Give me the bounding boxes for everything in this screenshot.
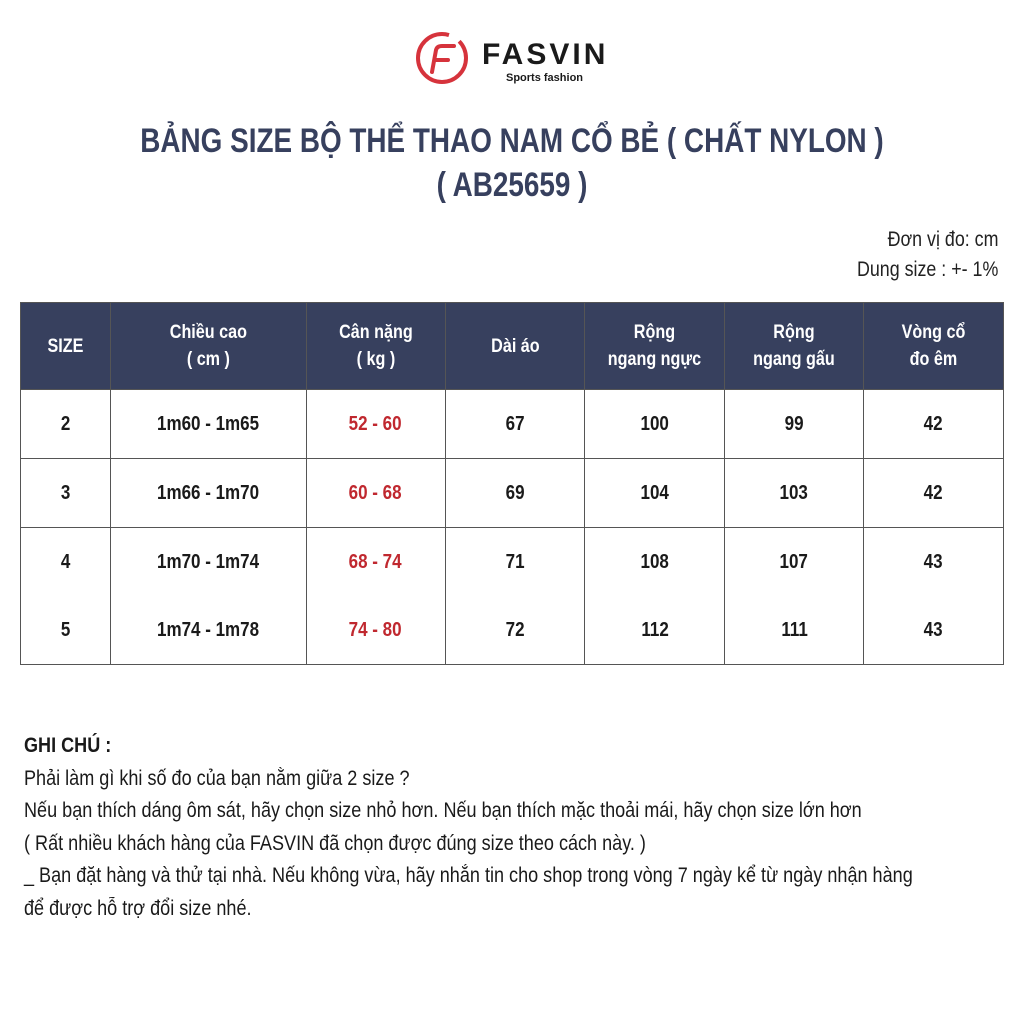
cell-value: 71: [505, 550, 525, 573]
product-code: ( AB25659 ): [436, 166, 588, 204]
cell-value: 1m74 - 1m78: [157, 618, 260, 641]
column-header-text: Cân nặng: [338, 322, 413, 343]
note-line: để được hỗ trợ đổi size nhé.: [24, 896, 252, 920]
note-line: ( Rất nhiều khách hàng của FASVIN đã chọ…: [24, 831, 646, 855]
size-table: SIZE Chiều cao ( cm ) Cân nặng ( kg ) Dài áo R…: [20, 302, 1004, 665]
fasvin-logo-icon: [416, 32, 468, 84]
table-cell: 107: [724, 527, 865, 596]
table-cell: 1m74 - 1m78: [109, 596, 307, 665]
table-cell: 60 - 68: [305, 458, 446, 528]
cell-value: 52 - 60: [349, 412, 403, 435]
table-cell: 111: [724, 596, 865, 665]
cell-value: 2: [60, 412, 71, 435]
notes-section: GHI CHÚ : Phải làm gì khi số đo của bạn …: [24, 730, 1014, 925]
table-cell: 71: [444, 527, 586, 596]
cell-value: 4: [60, 550, 71, 573]
cell-value: 67: [505, 412, 525, 435]
column-header: Vòng cổ đo êm: [863, 302, 1004, 390]
cell-value: 3: [60, 481, 71, 504]
cell-value: 68 - 74: [349, 550, 403, 573]
table-cell: 43: [863, 596, 1004, 665]
table-cell: 1m66 - 1m70: [109, 458, 307, 528]
cell-value: 1m60 - 1m65: [157, 412, 260, 435]
column-header: Dài áo: [444, 302, 586, 390]
tolerance-label: Dung size : +- 1%: [856, 258, 998, 281]
unit-label: Đơn vị đo: cm: [887, 228, 998, 251]
column-header-text: ( kg ): [356, 349, 395, 370]
column-header-text: ngang gấu: [753, 349, 835, 370]
cell-value: 100: [640, 412, 669, 435]
column-header-text: SIZE: [47, 335, 84, 357]
cell-value: 43: [924, 618, 943, 641]
column-header-text: Chiều cao: [169, 322, 247, 343]
column-header: SIZE: [20, 302, 111, 390]
table-row: 4 1m70 - 1m74 68 - 74 71 108 107 43: [20, 527, 1004, 596]
table-cell: 1m60 - 1m65: [109, 389, 307, 459]
note-line: Phải làm gì khi số đo của bạn nằm giữa 2…: [24, 766, 410, 790]
cell-value: 108: [640, 550, 669, 573]
column-header-text: đo êm: [909, 349, 958, 370]
table-cell: 112: [584, 596, 726, 665]
table-row: 5 1m74 - 1m78 74 - 80 72 112 111 43: [20, 596, 1004, 665]
table-cell: 42: [863, 389, 1004, 459]
table-cell: 52 - 60: [305, 389, 446, 459]
cell-value: 60 - 68: [349, 481, 403, 504]
column-header: Cân nặng ( kg ): [305, 302, 446, 390]
brand-tagline: Sports fashion: [506, 72, 584, 84]
column-header-text: ( cm ): [186, 349, 230, 370]
column-header-text: Dài áo: [490, 335, 540, 357]
column-header-text: Rộng: [773, 322, 815, 343]
column-header: Rộng ngang gấu: [724, 302, 865, 390]
table-cell: 67: [444, 389, 586, 459]
table-cell: 104: [584, 458, 726, 528]
table-header: SIZE Chiều cao ( cm ) Cân nặng ( kg ) Dài áo R…: [20, 302, 1004, 390]
cell-value: 111: [780, 618, 808, 641]
page-title: BẢNG SIZE BỘ THỂ THAO NAM CỔ BẺ ( CHẤT N…: [140, 122, 884, 160]
cell-value: 5: [60, 618, 71, 641]
column-header: Rộng ngang ngực: [584, 302, 726, 390]
note-line: _ Bạn đặt hàng và thử tại nhà. Nếu không…: [24, 864, 913, 887]
note-line: Nếu bạn thích dáng ôm sát, hãy chọn size…: [24, 799, 862, 822]
cell-value: 112: [641, 618, 669, 641]
table-cell: 100: [584, 389, 726, 459]
cell-value: 1m66 - 1m70: [157, 481, 260, 504]
table-cell: 1m70 - 1m74: [109, 527, 307, 596]
cell-value: 107: [779, 550, 809, 573]
table-row: 3 1m66 - 1m70 60 - 68 69 104 103 42: [20, 458, 1004, 528]
cell-value: 74 - 80: [349, 618, 403, 641]
cell-value: 104: [640, 481, 669, 504]
table-row: 2 1m60 - 1m65 52 - 60 67 100 99 42: [20, 389, 1004, 459]
cell-value: 99: [784, 412, 804, 435]
table-cell: 3: [20, 458, 111, 528]
column-header: Chiều cao ( cm ): [109, 302, 307, 390]
cell-value: 103: [779, 481, 809, 504]
cell-value: 72: [505, 618, 525, 641]
column-header-text: Vòng cổ: [901, 322, 966, 343]
cell-value: 42: [924, 412, 943, 435]
table-cell: 103: [724, 458, 865, 528]
cell-value: 69: [505, 481, 525, 504]
table-cell: 68 - 74: [305, 527, 446, 596]
table-cell: 74 - 80: [305, 596, 446, 665]
table-cell: 108: [584, 527, 726, 596]
table-cell: 43: [863, 527, 1004, 596]
notes-heading: GHI CHÚ :: [24, 734, 112, 757]
cell-value: 42: [924, 481, 943, 504]
column-header-text: Rộng: [634, 322, 676, 343]
table-cell: 69: [444, 458, 586, 528]
table-cell: 99: [724, 389, 865, 459]
table-cell: 72: [444, 596, 586, 665]
table-cell: 5: [20, 596, 111, 665]
table-cell: 42: [863, 458, 1004, 528]
column-header-text: ngang ngực: [608, 349, 702, 370]
table-cell: 4: [20, 527, 111, 596]
table-cell: 2: [20, 389, 111, 459]
brand-name: FASVIN: [482, 38, 609, 71]
cell-value: 1m70 - 1m74: [157, 550, 260, 573]
cell-value: 43: [924, 550, 943, 573]
